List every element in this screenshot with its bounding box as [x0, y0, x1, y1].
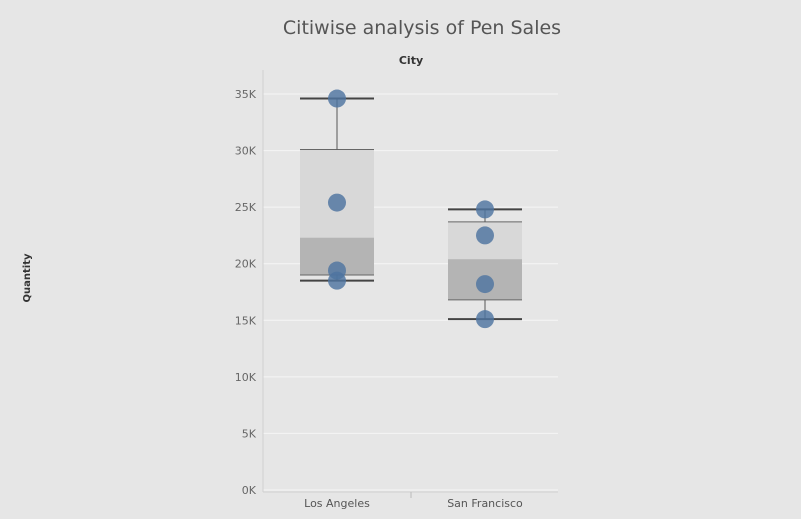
point-layer	[328, 89, 494, 329]
column-header: City	[399, 54, 423, 67]
y-tick-label: 0K	[242, 484, 257, 497]
y-tick-label: 30K	[235, 145, 257, 158]
data-point	[328, 193, 346, 212]
data-point	[476, 275, 494, 294]
data-point	[328, 89, 346, 108]
y-tick-label: 35K	[235, 88, 257, 101]
data-point	[476, 226, 494, 245]
y-axis-label: Quantity	[22, 253, 33, 302]
data-point	[476, 200, 494, 219]
data-point	[476, 310, 494, 329]
data-point	[328, 271, 346, 290]
y-tick-label: 15K	[235, 314, 257, 327]
y-tick-label: 10K	[235, 371, 257, 384]
x-category-label: San Francisco	[447, 497, 523, 510]
y-tick-label: 25K	[235, 201, 257, 214]
axis-layer: 0K 5K 10K 15K 20K 25K 30K 35K Los Angeles San Fra…	[235, 70, 558, 510]
box-upper	[300, 149, 374, 238]
y-tick-label: 5K	[242, 427, 257, 440]
chart-title: Citiwise analysis of Pen Sales	[283, 17, 561, 39]
y-tick-label: 20K	[235, 258, 257, 271]
x-category-label: Los Angeles	[304, 497, 370, 510]
